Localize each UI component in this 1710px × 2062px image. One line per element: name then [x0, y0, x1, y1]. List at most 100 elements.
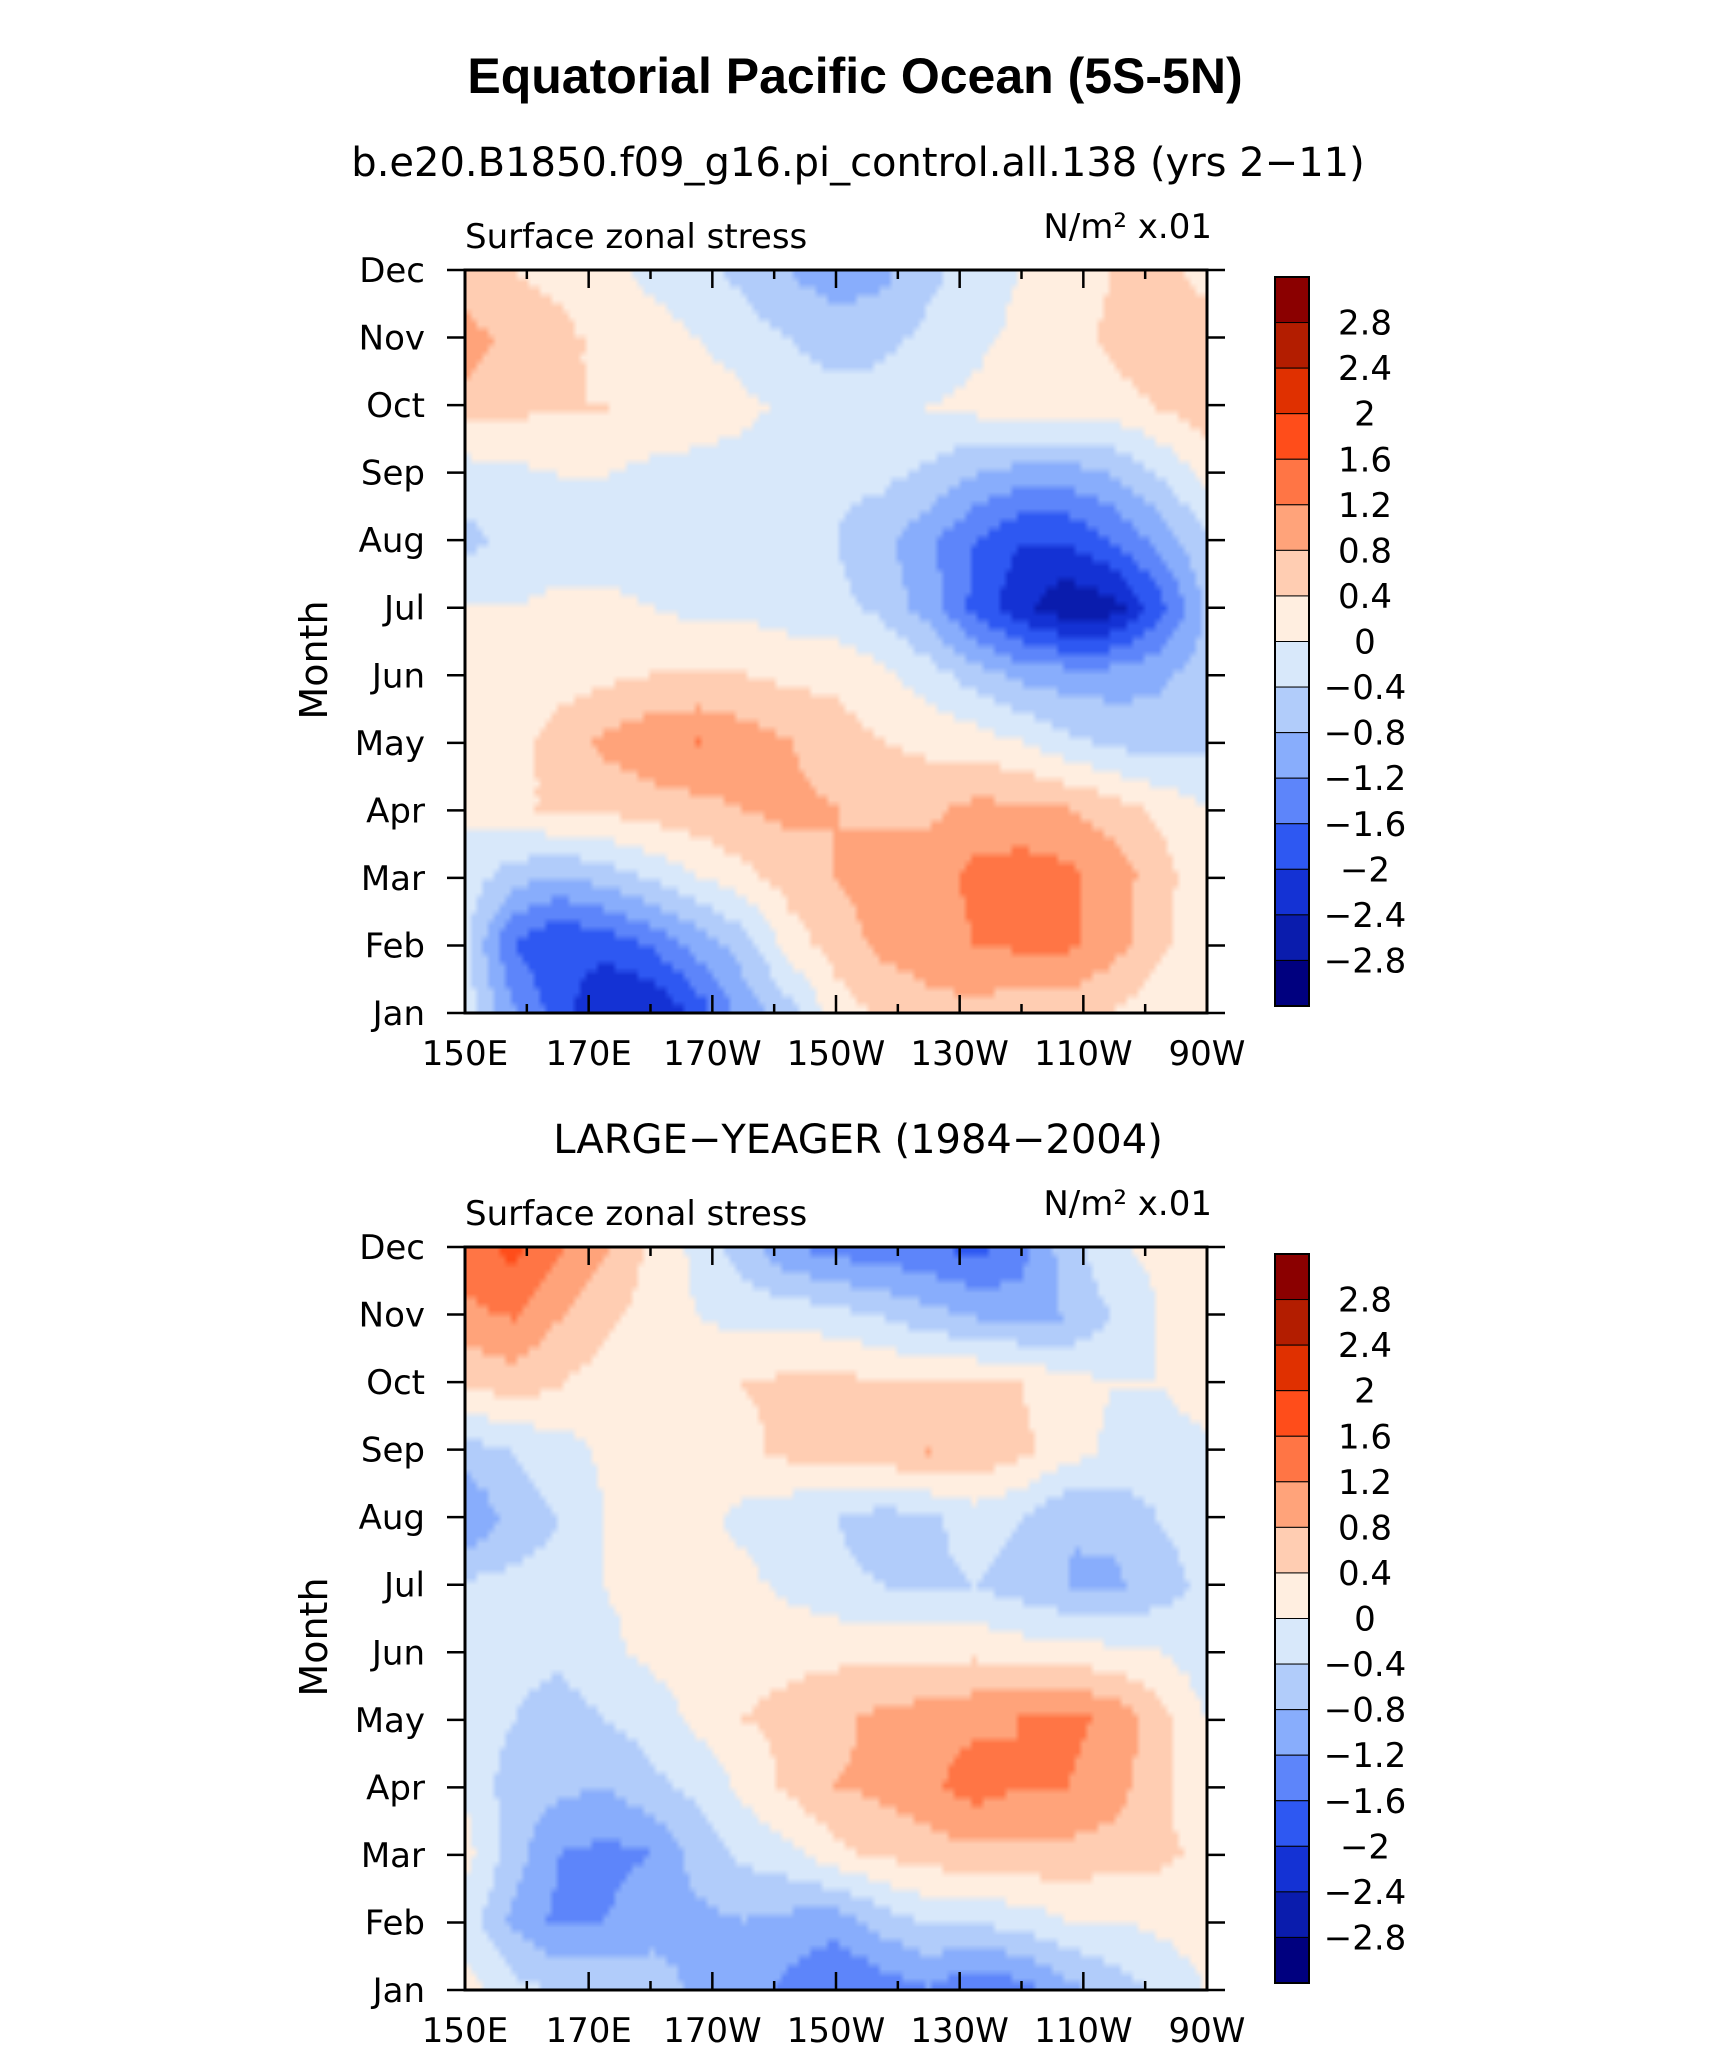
- colorbar-box: [1274, 641, 1310, 688]
- units-label: N/m² x.01: [1043, 1184, 1212, 1224]
- colorbar-label: 0.8: [1338, 531, 1392, 571]
- colorbar-box: [1274, 1709, 1310, 1756]
- colorbar-label: −1.2: [1324, 759, 1407, 799]
- y-tick-label: Dec: [359, 251, 425, 291]
- colorbar-box: [1274, 1435, 1310, 1483]
- y-tick-label: Jan: [371, 994, 425, 1034]
- colorbar-box: [1274, 1390, 1310, 1437]
- colorbar-box: [1274, 914, 1310, 961]
- y-axis-label: Month: [292, 1577, 336, 1696]
- colorbar-label: 0.4: [1338, 577, 1392, 617]
- colorbar-box: [1274, 276, 1310, 324]
- x-tick-label: 170E: [545, 2011, 631, 2051]
- colorbar-box: [1274, 732, 1310, 779]
- colorbar-box: [1274, 1618, 1310, 1665]
- x-tick-label: 130W: [910, 2011, 1009, 2051]
- contour-field: [465, 1247, 1207, 1990]
- x-tick-label: 110W: [1034, 2011, 1133, 2051]
- colorbar-label: 0.4: [1338, 1554, 1392, 1594]
- variable-label: Surface zonal stress: [465, 217, 807, 257]
- colorbar-label: −2: [1340, 1827, 1390, 1867]
- colorbar-box: [1274, 413, 1310, 460]
- colorbar-box: [1274, 1481, 1310, 1528]
- colorbar-label: −0.8: [1324, 714, 1407, 754]
- y-tick-label: Mar: [361, 859, 425, 899]
- y-tick-label: Feb: [365, 1903, 425, 1943]
- colorbar-box: [1274, 868, 1310, 916]
- colorbar-box: [1274, 1253, 1310, 1301]
- x-tick-label: 110W: [1034, 1034, 1133, 1074]
- contour-field: [465, 270, 1207, 1013]
- colorbar-label: 1.6: [1338, 1417, 1392, 1457]
- y-tick-label: May: [355, 724, 425, 764]
- y-tick-label: Feb: [365, 926, 425, 966]
- colorbar: 2.8 2.4 2 1.6 1.2 0.8 0.4 0 −0.4 −0.8 −1.2 −1.6 −2 −2…: [1274, 1253, 1407, 1984]
- panel-observations: LARGE−YEAGER (1984−2004) Surface zonal s…: [292, 1117, 1406, 2051]
- colorbar-label: 1.2: [1338, 1463, 1392, 1503]
- colorbar-box: [1274, 959, 1310, 1007]
- colorbar-box: [1274, 595, 1310, 642]
- y-tick-label: Jun: [370, 1633, 425, 1673]
- x-tick-label: 150W: [787, 1034, 886, 1074]
- colorbar-label: −1.6: [1324, 1782, 1407, 1822]
- y-tick-label: Jul: [382, 1566, 425, 1606]
- x-tick-label: 130W: [910, 1034, 1009, 1074]
- y-tick-label: Apr: [366, 1768, 425, 1808]
- y-tick-label: Oct: [366, 386, 425, 426]
- colorbar-label: 1.6: [1338, 440, 1392, 480]
- colorbar-label: −2.8: [1324, 941, 1407, 981]
- y-tick-label: Nov: [359, 319, 425, 359]
- x-tick-label: 90W: [1169, 2011, 1246, 2051]
- y-tick-label: Dec: [359, 1228, 425, 1268]
- colorbar-label: −2.4: [1324, 1873, 1407, 1913]
- y-tick-label: Jan: [371, 1971, 425, 2011]
- x-tick-label: 150E: [422, 2011, 508, 2051]
- colorbar-label: 2.4: [1338, 349, 1392, 389]
- variable-label: Surface zonal stress: [465, 1194, 807, 1234]
- colorbar-label: −0.4: [1324, 668, 1407, 708]
- y-tick-label: Aug: [359, 1498, 425, 1538]
- colorbar-label: −1.2: [1324, 1736, 1407, 1776]
- y-tick-label: Jul: [382, 589, 425, 629]
- y-tick-label: Sep: [361, 454, 425, 494]
- colorbar-label: −2.8: [1324, 1918, 1407, 1958]
- x-tick-label: 170W: [663, 1034, 762, 1074]
- colorbar-box: [1274, 823, 1310, 870]
- colorbar-label: −2.4: [1324, 896, 1407, 936]
- colorbar-box: [1274, 1936, 1310, 1984]
- colorbar-label: 2: [1354, 395, 1376, 435]
- colorbar-box: [1274, 504, 1310, 551]
- y-tick-label: Mar: [361, 1836, 425, 1876]
- colorbar-label: 2.8: [1338, 1281, 1392, 1321]
- y-tick-label: Oct: [366, 1363, 425, 1403]
- x-tick-label: 150E: [422, 1034, 508, 1074]
- y-tick-label: Nov: [359, 1296, 425, 1336]
- colorbar-box: [1274, 322, 1310, 369]
- colorbar-box: [1274, 1299, 1310, 1346]
- colorbar-label: −0.4: [1324, 1645, 1407, 1685]
- colorbar-box: [1274, 1344, 1310, 1392]
- colorbar-box: [1274, 458, 1310, 506]
- colorbar-box: [1274, 686, 1310, 734]
- colorbar: 2.8 2.4 2 1.6 1.2 0.8 0.4 0 −0.4 −0.8 −1.2 −1.6 −2 −2…: [1274, 276, 1407, 1007]
- y-tick-label: Aug: [359, 521, 425, 561]
- colorbar-frame: [1274, 1253, 1310, 1984]
- colorbar-box: [1274, 1572, 1310, 1619]
- panel-model: b.e20.B1850.f09_g16.pi_control.all.138 (…: [292, 140, 1406, 1074]
- x-tick-label: 170W: [663, 2011, 762, 2051]
- colorbar-label: 0: [1354, 623, 1376, 663]
- colorbar-label: 2.4: [1338, 1326, 1392, 1366]
- colorbar-label: 2: [1354, 1372, 1376, 1412]
- colorbar-box: [1274, 1754, 1310, 1802]
- x-tick-label: 90W: [1169, 1034, 1246, 1074]
- colorbar-label: 0: [1354, 1600, 1376, 1640]
- colorbar-label: 1.2: [1338, 486, 1392, 526]
- y-tick-label: Apr: [366, 791, 425, 831]
- panel-title: LARGE−YEAGER (1984−2004): [553, 1117, 1163, 1163]
- colorbar-frame: [1274, 276, 1310, 1007]
- colorbar-box: [1274, 1891, 1310, 1938]
- colorbar-label: −2: [1340, 850, 1390, 890]
- colorbar-box: [1274, 1800, 1310, 1847]
- y-tick-label: Jun: [370, 656, 425, 696]
